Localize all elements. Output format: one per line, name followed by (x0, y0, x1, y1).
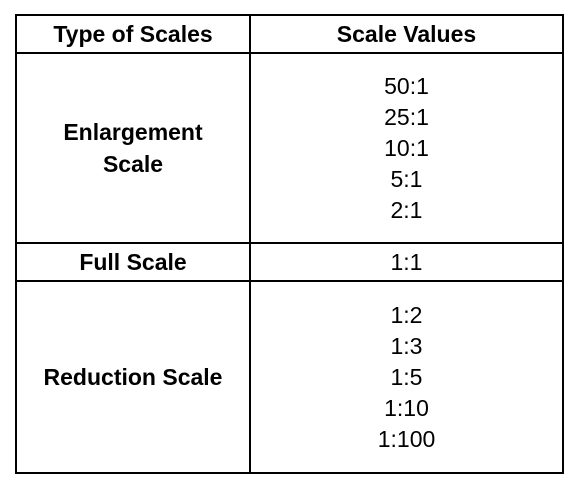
scale-type-cell: Reduction Scale (15, 280, 251, 474)
header-type-of-scales: Type of Scales (15, 14, 251, 54)
scale-value: 1:100 (377, 425, 436, 452)
scale-values-cell: 50:1 25:1 10:1 5:1 2:1 (249, 52, 564, 244)
scale-type-label: Scale (102, 151, 164, 177)
table-row-full-scale: Full Scale 1:1 (15, 242, 564, 282)
scale-value: 1:3 (390, 332, 423, 359)
scale-value: 1:1 (390, 248, 423, 275)
scale-type-cell: Full Scale (15, 242, 251, 282)
scale-values-cell: 1:2 1:3 1:5 1:10 1:100 (249, 280, 564, 474)
scale-type-cell: Enlargement Scale (15, 52, 251, 244)
header-scale-values: Scale Values (249, 14, 564, 54)
scale-types-table: Type of Scales Scale Values Enlargement … (15, 14, 564, 474)
scale-type-label: Full Scale (79, 249, 187, 275)
table-header-row: Type of Scales Scale Values (15, 14, 564, 54)
table-row-reduction-scale: Reduction Scale 1:2 1:3 1:5 1:10 1:100 (15, 280, 564, 474)
scale-value: 2:1 (390, 196, 423, 223)
scale-type-label: Enlargement (63, 119, 203, 145)
scale-value: 10:1 (384, 134, 429, 161)
scale-values-cell: 1:1 (249, 242, 564, 282)
table-row-enlargement-scale: Enlargement Scale 50:1 25:1 10:1 5:1 2:1 (15, 52, 564, 244)
scale-value: 1:5 (390, 363, 423, 390)
scale-value: 25:1 (384, 103, 429, 130)
scale-value: 50:1 (384, 72, 429, 99)
scale-value: 1:2 (390, 301, 423, 328)
scale-value: 5:1 (390, 165, 423, 192)
scale-type-label: Reduction Scale (43, 364, 223, 390)
scale-value: 1:10 (384, 394, 429, 421)
